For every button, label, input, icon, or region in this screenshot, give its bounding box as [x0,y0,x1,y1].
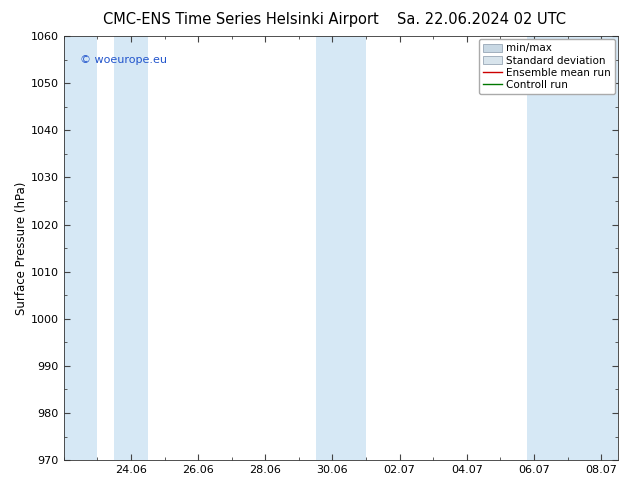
Text: CMC-ENS Time Series Helsinki Airport: CMC-ENS Time Series Helsinki Airport [103,12,378,27]
Legend: min/max, Standard deviation, Ensemble mean run, Controll run: min/max, Standard deviation, Ensemble me… [479,39,615,94]
Bar [64,36,98,460]
Y-axis label: Surface Pressure (hPa): Surface Pressure (hPa) [15,181,28,315]
Bar [114,36,148,460]
Bar [527,36,618,460]
Text: © woeurope.eu: © woeurope.eu [81,55,167,65]
Bar [316,36,366,460]
Text: Sa. 22.06.2024 02 UTC: Sa. 22.06.2024 02 UTC [398,12,566,27]
